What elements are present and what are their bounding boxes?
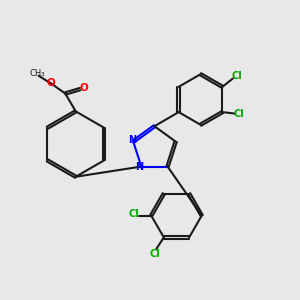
- Text: CH₃: CH₃: [29, 69, 45, 78]
- Text: O: O: [46, 78, 55, 88]
- Text: N: N: [128, 135, 136, 145]
- Text: O: O: [79, 83, 88, 93]
- Text: Cl: Cl: [128, 209, 139, 219]
- Text: N: N: [135, 162, 143, 172]
- Text: Cl: Cl: [234, 109, 245, 118]
- Text: Cl: Cl: [150, 248, 160, 259]
- Text: Cl: Cl: [232, 71, 243, 81]
